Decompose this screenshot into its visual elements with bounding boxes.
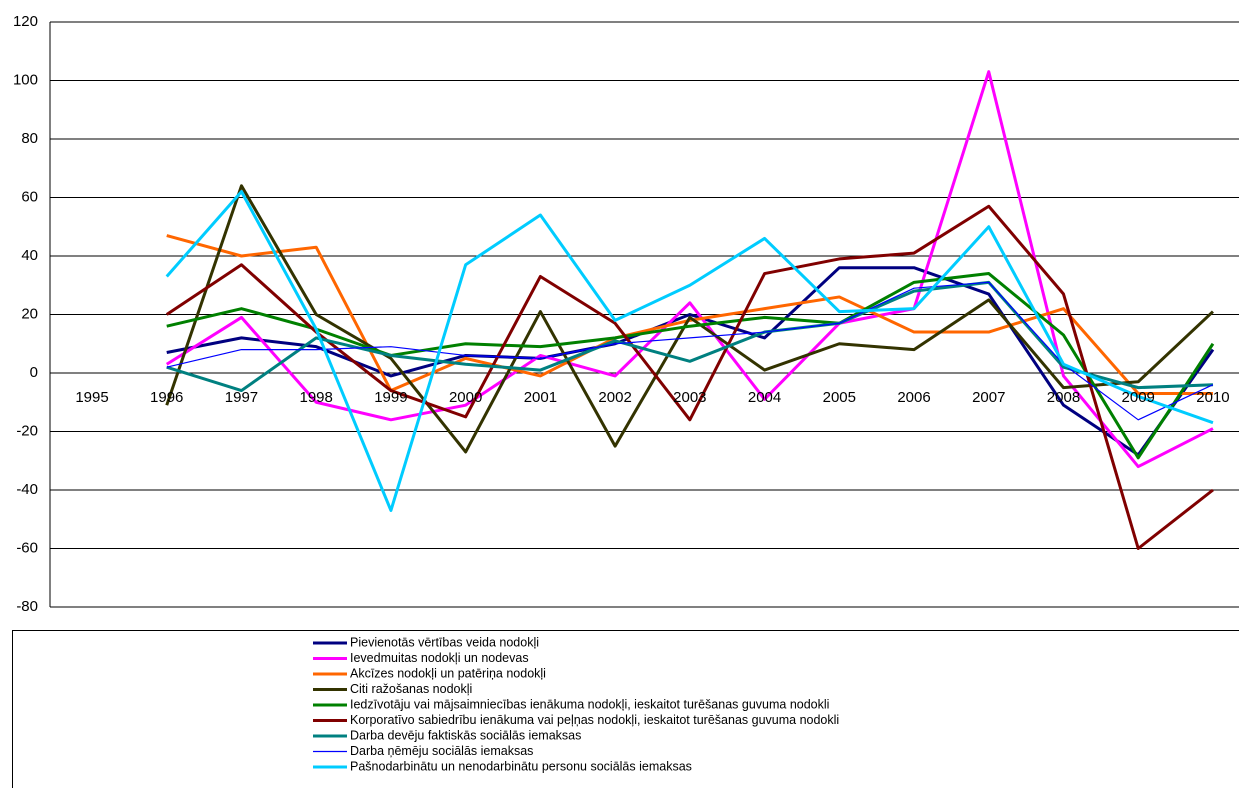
series-line — [166, 272, 1215, 460]
y-tick-label: 120 — [13, 13, 38, 30]
legend-label: Ievedmuitas nodokļi un nodevas — [350, 651, 529, 665]
x-tick-label: 1998 — [300, 389, 333, 406]
series-line — [166, 281, 1214, 421]
legend-label: Akcīzes nodokļi un patēriņa nodokļi — [350, 666, 546, 680]
legend-label: Pašnodarbinātu un nenodarbinātu personu … — [350, 759, 692, 773]
y-tick-label: -40 — [16, 481, 38, 498]
x-tick-label: 2006 — [897, 389, 930, 406]
legend-label: Citi ražošanas nodokļi — [350, 682, 472, 696]
x-tick-label: 2005 — [823, 389, 856, 406]
x-tick-label: 1999 — [374, 389, 407, 406]
x-tick-label: 2004 — [748, 389, 781, 406]
x-tick-label: 2002 — [598, 389, 631, 406]
y-tick-label: 80 — [21, 130, 38, 147]
series-line — [165, 204, 1214, 550]
x-tick-label: 2003 — [673, 389, 706, 406]
series-line — [165, 190, 1214, 512]
x-tick-label: 1996 — [150, 389, 183, 406]
series-line — [166, 280, 1214, 393]
series-line — [165, 184, 1214, 454]
y-tick-label: -60 — [16, 539, 38, 556]
y-tick-label: 100 — [13, 71, 38, 88]
x-tick-label: 2000 — [449, 389, 482, 406]
x-tick-label: 2010 — [1196, 389, 1229, 406]
x-tick-label: 2008 — [1047, 389, 1080, 406]
y-tick-label: 40 — [21, 247, 38, 264]
x-tick-label: 1997 — [225, 389, 258, 406]
x-tick-label: 1995 — [75, 389, 108, 406]
y-tick-label: -20 — [16, 422, 38, 439]
legend-label: Darba devēju faktiskās sociālās iemaksas — [350, 728, 581, 742]
legend-label: Pievienotās vērtības veida nodokļi — [350, 635, 539, 649]
series-line — [165, 70, 1214, 469]
legend-label: Darba ņēmēju sociālās iemaksas — [350, 744, 533, 758]
series-line — [166, 266, 1215, 457]
x-tick-label: 2001 — [524, 389, 557, 406]
legend-label: Korporatīvo sabiedrību ienākuma vai peļņ… — [350, 713, 839, 727]
legend-box — [12, 630, 1239, 788]
x-tick-label: 2009 — [1122, 389, 1155, 406]
y-tick-label: 0 — [30, 364, 38, 381]
y-tick-label: -80 — [16, 598, 38, 615]
y-tick-label: 20 — [21, 305, 38, 322]
y-tick-label: 60 — [21, 188, 38, 205]
legend-label: Iedzīvotāju vai mājsaimniecības ienākuma… — [350, 697, 829, 711]
x-tick-label: 2007 — [972, 389, 1005, 406]
